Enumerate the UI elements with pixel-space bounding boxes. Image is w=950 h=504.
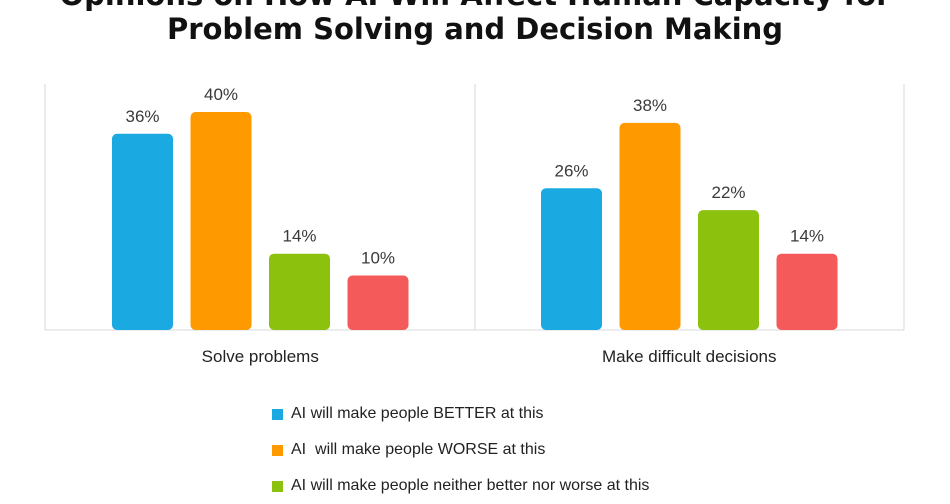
bar-c0-s3 xyxy=(347,275,409,330)
value-label-c1-s3: 14% xyxy=(790,227,824,246)
value-label-c0-s0: 36% xyxy=(125,107,159,126)
legend-item-0: AI will make people BETTER at this xyxy=(272,396,649,432)
legend-label-1: AI will make people WORSE at this xyxy=(291,441,546,458)
legend-item-1: AI will make people WORSE at this xyxy=(272,432,649,468)
legend-label-2: AI will make people neither better nor w… xyxy=(291,477,650,494)
value-label-c1-s0: 26% xyxy=(554,161,588,180)
legend-item-2: AI will make people neither better nor w… xyxy=(272,468,649,504)
bar-c1-s3 xyxy=(776,253,838,330)
bar-c1-s2 xyxy=(698,210,759,330)
category-labels-group: Solve problems Make difficult decisions xyxy=(202,347,777,366)
legend-swatch-0 xyxy=(272,408,283,420)
value-labels-group: 36% 40% 14% 10% 26% 38% 22% 14% xyxy=(125,85,824,268)
bar-c1-s0 xyxy=(541,188,602,330)
legend-swatch-2 xyxy=(272,480,283,492)
chart-axes xyxy=(44,84,905,331)
bars-group xyxy=(112,112,838,331)
bar-c1-s1 xyxy=(619,122,681,331)
chart-title-line-2: Problem Solving and Decision Making xyxy=(166,12,784,46)
bar-c0-s1 xyxy=(190,112,252,330)
category-label-0: Solve problems xyxy=(202,347,319,366)
chart-title-line-1: Opinions on How AI Will Affect Human Cap… xyxy=(0,0,950,12)
value-label-c1-s1: 38% xyxy=(633,96,667,115)
value-label-c0-s1: 40% xyxy=(204,85,238,104)
value-label-c1-s2: 22% xyxy=(711,183,745,202)
chart-legend: AI will make people BETTER at this AI wil… xyxy=(272,396,649,504)
value-label-c0-s3: 10% xyxy=(361,249,395,268)
bar-c0-s2 xyxy=(269,253,330,330)
category-label-1: Make difficult decisions xyxy=(602,347,777,366)
legend-swatch-1 xyxy=(272,444,283,456)
value-label-c0-s2: 14% xyxy=(282,227,316,246)
bar-c0-s0 xyxy=(112,133,173,330)
legend-label-0: AI will make people BETTER at this xyxy=(291,405,544,422)
